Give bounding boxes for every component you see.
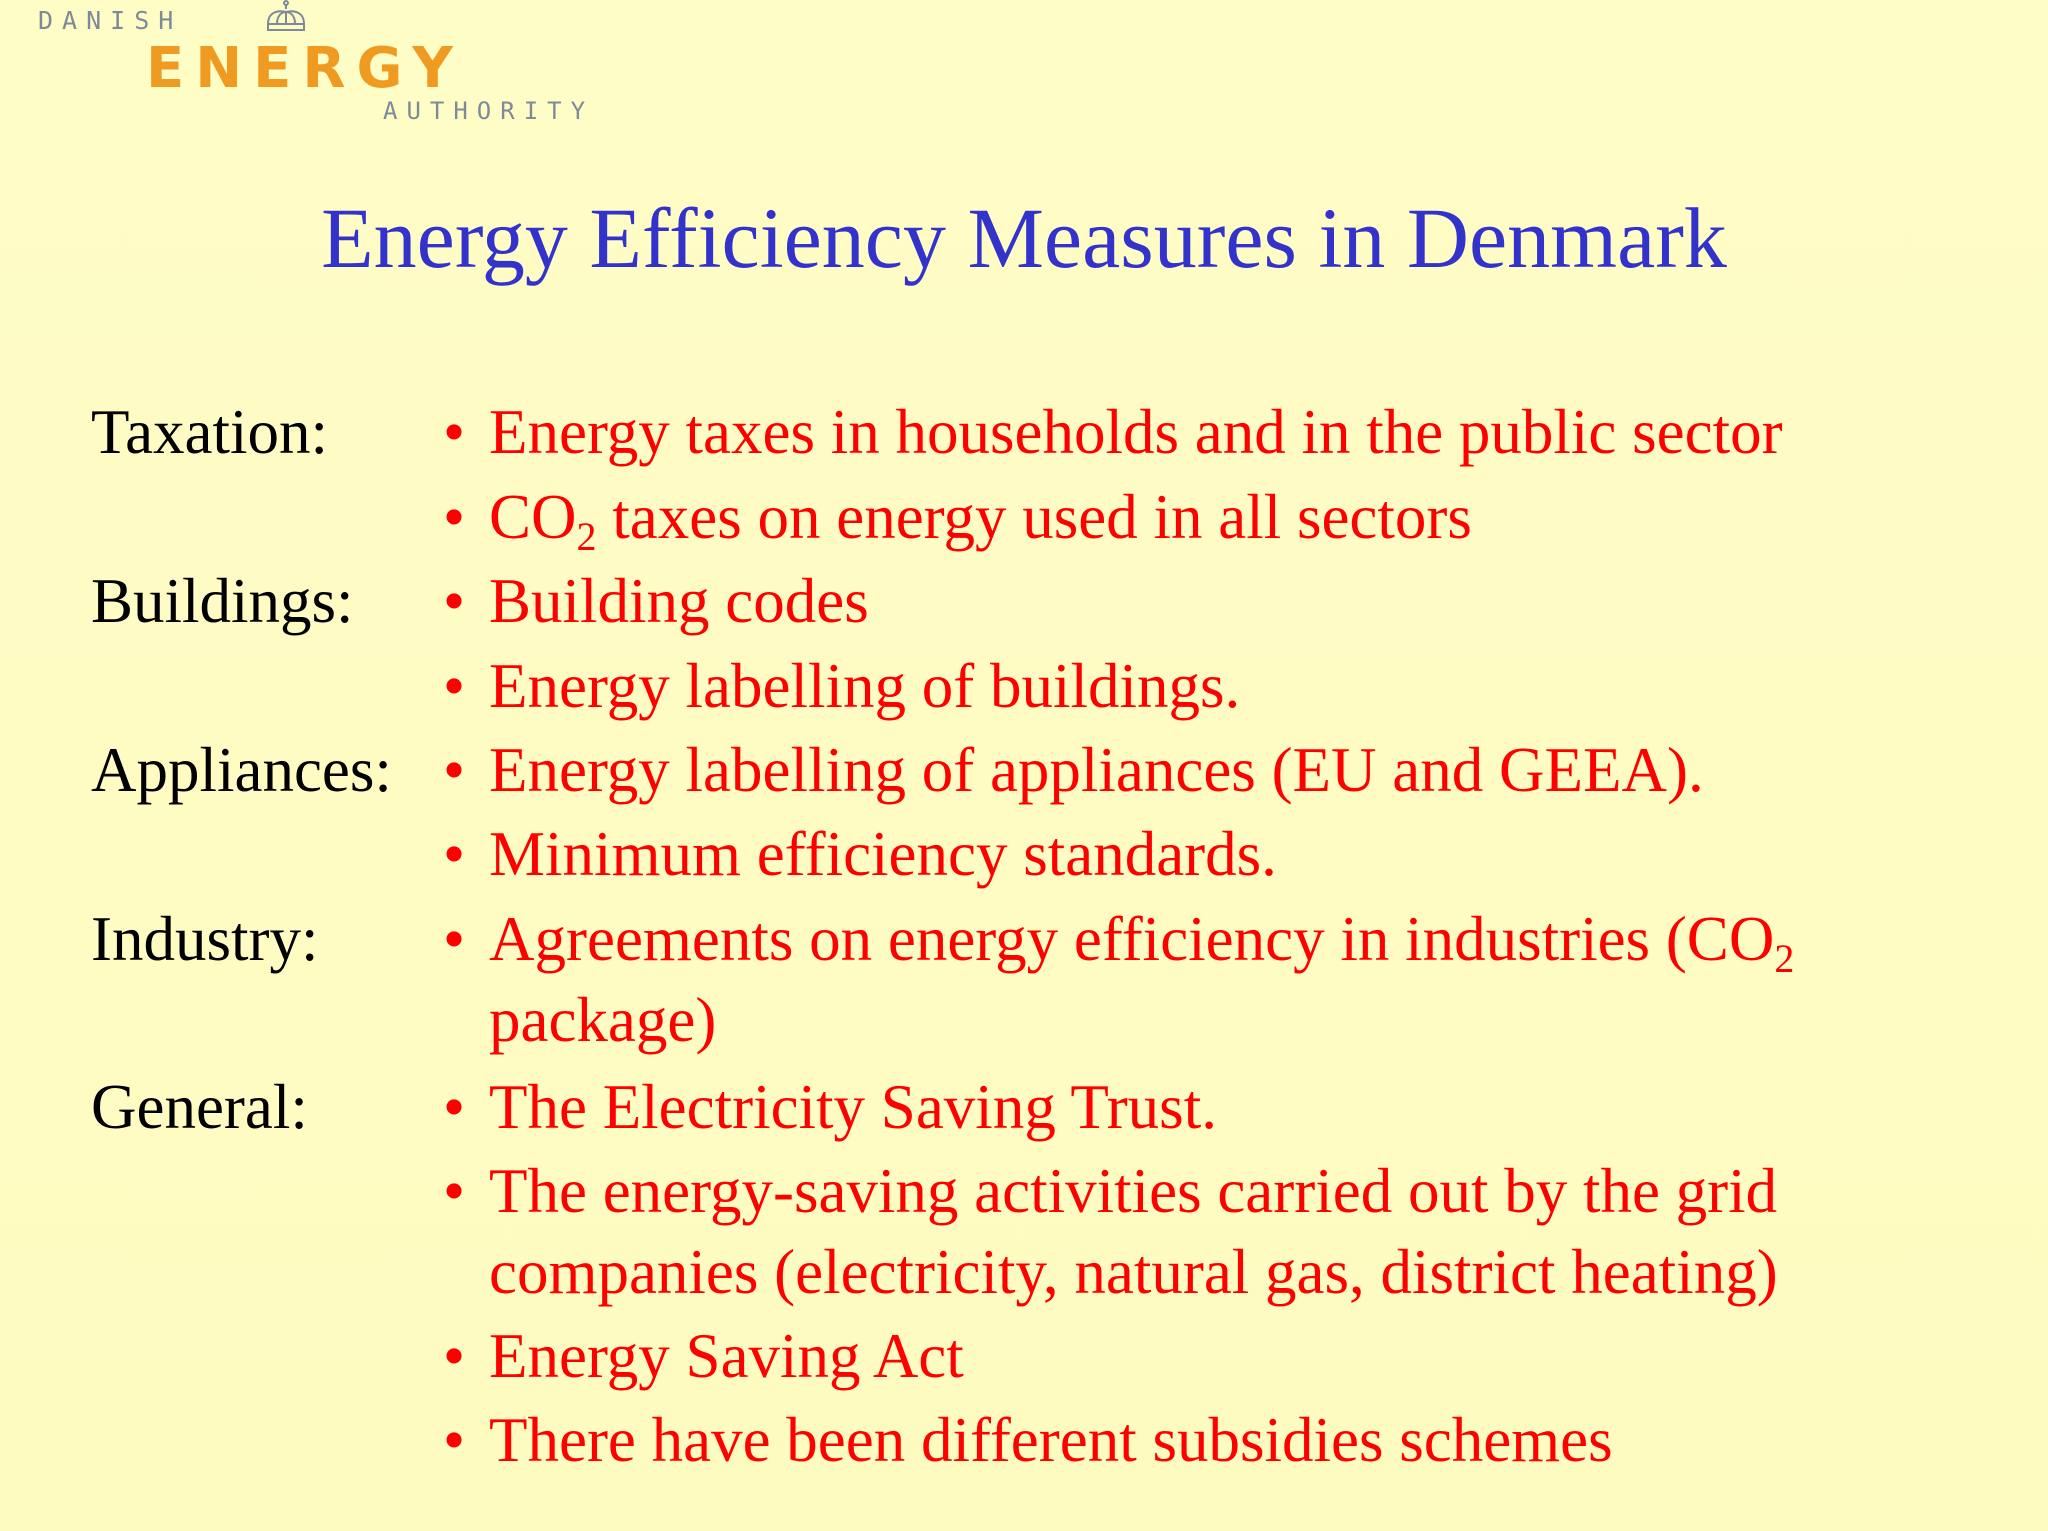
bullet-dot: • — [443, 735, 466, 805]
bullet-item: • Agreements on energy efficiency in indu… — [443, 897, 1794, 981]
bullet-text-part: CO — [489, 482, 577, 552]
crown-icon — [267, 0, 305, 31]
bullet-text: The energy-saving activities carried out… — [489, 1156, 1778, 1226]
bullet-text-part: taxes on energy used in all sectors — [596, 482, 1472, 552]
logo-line-energy: ENERGY — [146, 36, 464, 101]
bullet-dot: • — [443, 904, 466, 974]
bullet-text-part: Agreements on energy efficiency in indus… — [489, 904, 1775, 974]
bullet-text: There have been different subsidies sche… — [489, 1405, 1613, 1475]
bullet-text: Energy Saving Act — [489, 1321, 964, 1391]
subscript: 2 — [1774, 936, 1795, 981]
danish-energy-authority-logo: DANISH ENERGY AUTHORITY — [0, 0, 640, 140]
bullet-dot: • — [443, 1321, 466, 1391]
bullet-item: • Energy taxes in households and in the p… — [443, 390, 1783, 474]
section-label-general: General: — [91, 1072, 308, 1142]
bullet-item: • CO2 taxes on energy used in all sectors — [443, 475, 1472, 559]
bullet-dot: • — [443, 819, 466, 889]
bullet-item: • Minimum efficiency standards. — [443, 812, 1277, 896]
section-label-industry: Industry: — [91, 904, 319, 974]
bullet-dot: • — [443, 1156, 466, 1226]
bullet-text: Minimum efficiency standards. — [489, 819, 1277, 889]
bullet-text: CO2 taxes on energy used in all sectors — [489, 475, 1472, 559]
bullet-item: • Energy Saving Act — [443, 1314, 964, 1398]
bullet-item: • Building codes — [443, 559, 869, 643]
bullet-text: Energy taxes in households and in the pu… — [489, 397, 1783, 467]
bullet-text: Energy labelling of appliances (EU and G… — [489, 735, 1704, 805]
bullet-text: Building codes — [489, 566, 869, 636]
bullet-item: • The energy-saving activities carried ou… — [443, 1149, 1777, 1233]
bullet-item: • There have been different subsidies sch… — [443, 1398, 1613, 1482]
slide-title: Energy Efficiency Measures in Denmark — [321, 190, 1727, 286]
section-label-buildings: Buildings: — [91, 566, 354, 636]
subscript: 2 — [576, 514, 597, 559]
bullet-continuation: package) — [489, 985, 717, 1055]
section-label-taxation: Taxation: — [91, 397, 329, 467]
bullet-dot: • — [443, 1072, 466, 1142]
bullet-dot: • — [443, 397, 466, 467]
bullet-text: The Electricity Saving Trust. — [489, 1072, 1217, 1142]
bullet-dot: • — [443, 566, 466, 636]
bullet-text: Agreements on energy efficiency in indus… — [489, 897, 1794, 981]
bullet-dot: • — [443, 651, 466, 721]
bullet-dot: • — [443, 482, 466, 552]
bullet-item: • Energy labelling of appliances (EU and … — [443, 728, 1704, 812]
bullet-dot: • — [443, 1405, 466, 1475]
bullet-item: • The Electricity Saving Trust. — [443, 1065, 1217, 1149]
bullet-continuation: companies (electricity, natural gas, dis… — [489, 1237, 1778, 1307]
bullet-text: Energy labelling of buildings. — [489, 651, 1241, 721]
logo-line-danish: DANISH — [38, 6, 183, 35]
logo-line-authority: AUTHORITY — [383, 97, 595, 125]
section-label-appliances: Appliances: — [91, 735, 392, 805]
bullet-item: • Energy labelling of buildings. — [443, 644, 1240, 728]
